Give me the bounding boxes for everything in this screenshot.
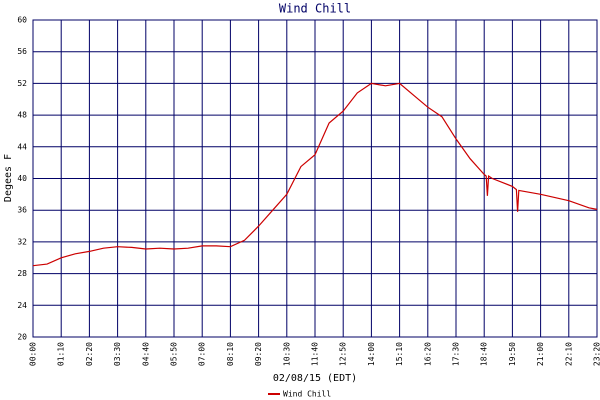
legend-label: Wind Chill (283, 390, 331, 399)
x-tick-label: 21:00 (536, 342, 545, 366)
x-tick-label: 22:10 (564, 342, 573, 366)
x-tick-label: 18:40 (480, 342, 489, 366)
x-tick-label: 05:50 (170, 342, 179, 366)
x-tick-label: 14:00 (367, 342, 376, 366)
x-tick-label: 02:20 (85, 342, 94, 366)
x-tick-label: 16:20 (423, 342, 432, 366)
x-tick-label: 23:20 (593, 342, 600, 366)
plot-border (32, 19, 598, 338)
x-axis-label: 02/08/15 (EDT) (273, 373, 357, 384)
y-tick-label: 36 (17, 206, 27, 215)
x-tick-label: 08:10 (226, 342, 235, 366)
x-tick-label: 09:20 (254, 342, 263, 366)
y-tick-label: 60 (17, 16, 27, 25)
y-tick-label: 48 (17, 111, 27, 120)
x-tick-label: 19:50 (508, 342, 517, 366)
x-tick-label: 12:50 (339, 342, 348, 366)
data-line (32, 82, 598, 267)
x-tick-label: 15:10 (395, 342, 404, 366)
y-tick-label: 40 (17, 174, 27, 183)
y-axis-label: Degees F (3, 154, 14, 202)
y-tick-label: 28 (17, 269, 27, 278)
y-tick-label: 24 (17, 301, 27, 310)
y-tick-label: 56 (17, 47, 27, 56)
x-tick-label: 17:30 (452, 342, 461, 366)
chart-title: Wind Chill (279, 2, 351, 16)
x-tick-label: 10:30 (282, 342, 291, 366)
y-tick-label: 52 (17, 79, 27, 88)
y-tick-label: 32 (17, 237, 27, 246)
x-tick-label: 11:40 (311, 342, 320, 366)
x-tick-label: 07:00 (198, 342, 207, 366)
x-tick-label: 01:10 (57, 342, 66, 366)
y-tick-label: 44 (17, 142, 27, 151)
y-tick-label: 20 (17, 333, 27, 342)
x-tick-label: 03:30 (113, 342, 122, 366)
x-tick-label: 04:40 (141, 342, 150, 366)
x-tick-label: 00:00 (29, 342, 38, 366)
